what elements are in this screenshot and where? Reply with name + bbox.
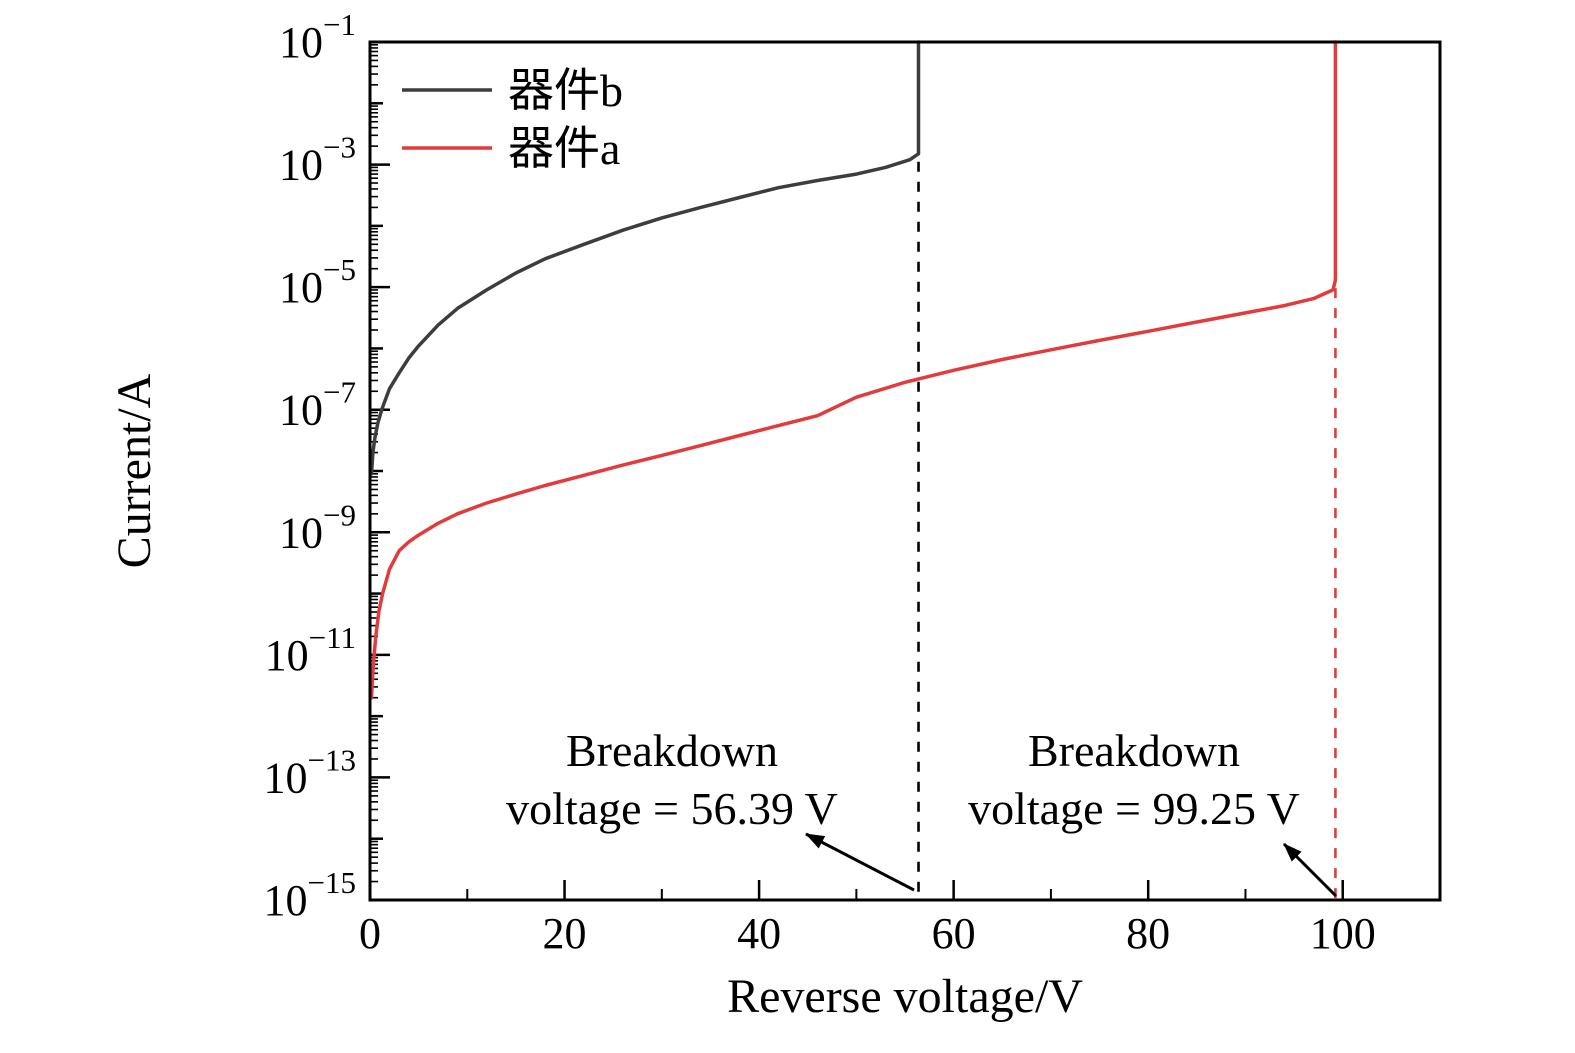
annotation-arrow [805, 832, 915, 892]
reference-lines [917, 161, 1337, 900]
y-axis-label: Current/A [108, 373, 161, 568]
annotation-arrow [1282, 842, 1338, 898]
legend: 器件b 器件a [402, 65, 623, 174]
x-tick-label: 0 [359, 909, 381, 958]
y-tick-label: 10−5 [279, 252, 356, 312]
x-tick-label: 100 [1310, 909, 1376, 958]
data-curves [369, 40, 1338, 700]
curve-series-0 [369, 40, 921, 476]
y-tick-label: 10−1 [279, 7, 356, 67]
legend-label: 器件b [508, 65, 623, 116]
x-tick-label: 80 [1126, 909, 1170, 958]
y-tick-label: 10−11 [265, 620, 356, 680]
x-tick-label: 20 [543, 909, 587, 958]
x-tick-label: 40 [737, 909, 781, 958]
annotation-text: voltage = 99.25 V [968, 783, 1300, 834]
y-tick-label: 10−7 [279, 375, 356, 435]
annotation-text: voltage = 56.39 V [506, 783, 838, 834]
legend-label: 器件a [508, 123, 620, 174]
annotations: Breakdown voltage = 56.39 V Breakdown volta… [506, 725, 1338, 898]
x-tick-label: 60 [932, 909, 976, 958]
y-tick-label: 10−9 [279, 497, 356, 557]
curve-series-1 [369, 40, 1338, 700]
annotation-text: Breakdown [566, 725, 778, 776]
y-tick-label: 10−3 [279, 130, 356, 190]
x-axis-label: Reverse voltage/V [727, 970, 1083, 1023]
y-tick-label: 10−13 [264, 742, 356, 802]
plot-border [368, 40, 1442, 902]
annotation-text: Breakdown [1028, 725, 1240, 776]
y-tick-label: 10−15 [264, 865, 356, 925]
